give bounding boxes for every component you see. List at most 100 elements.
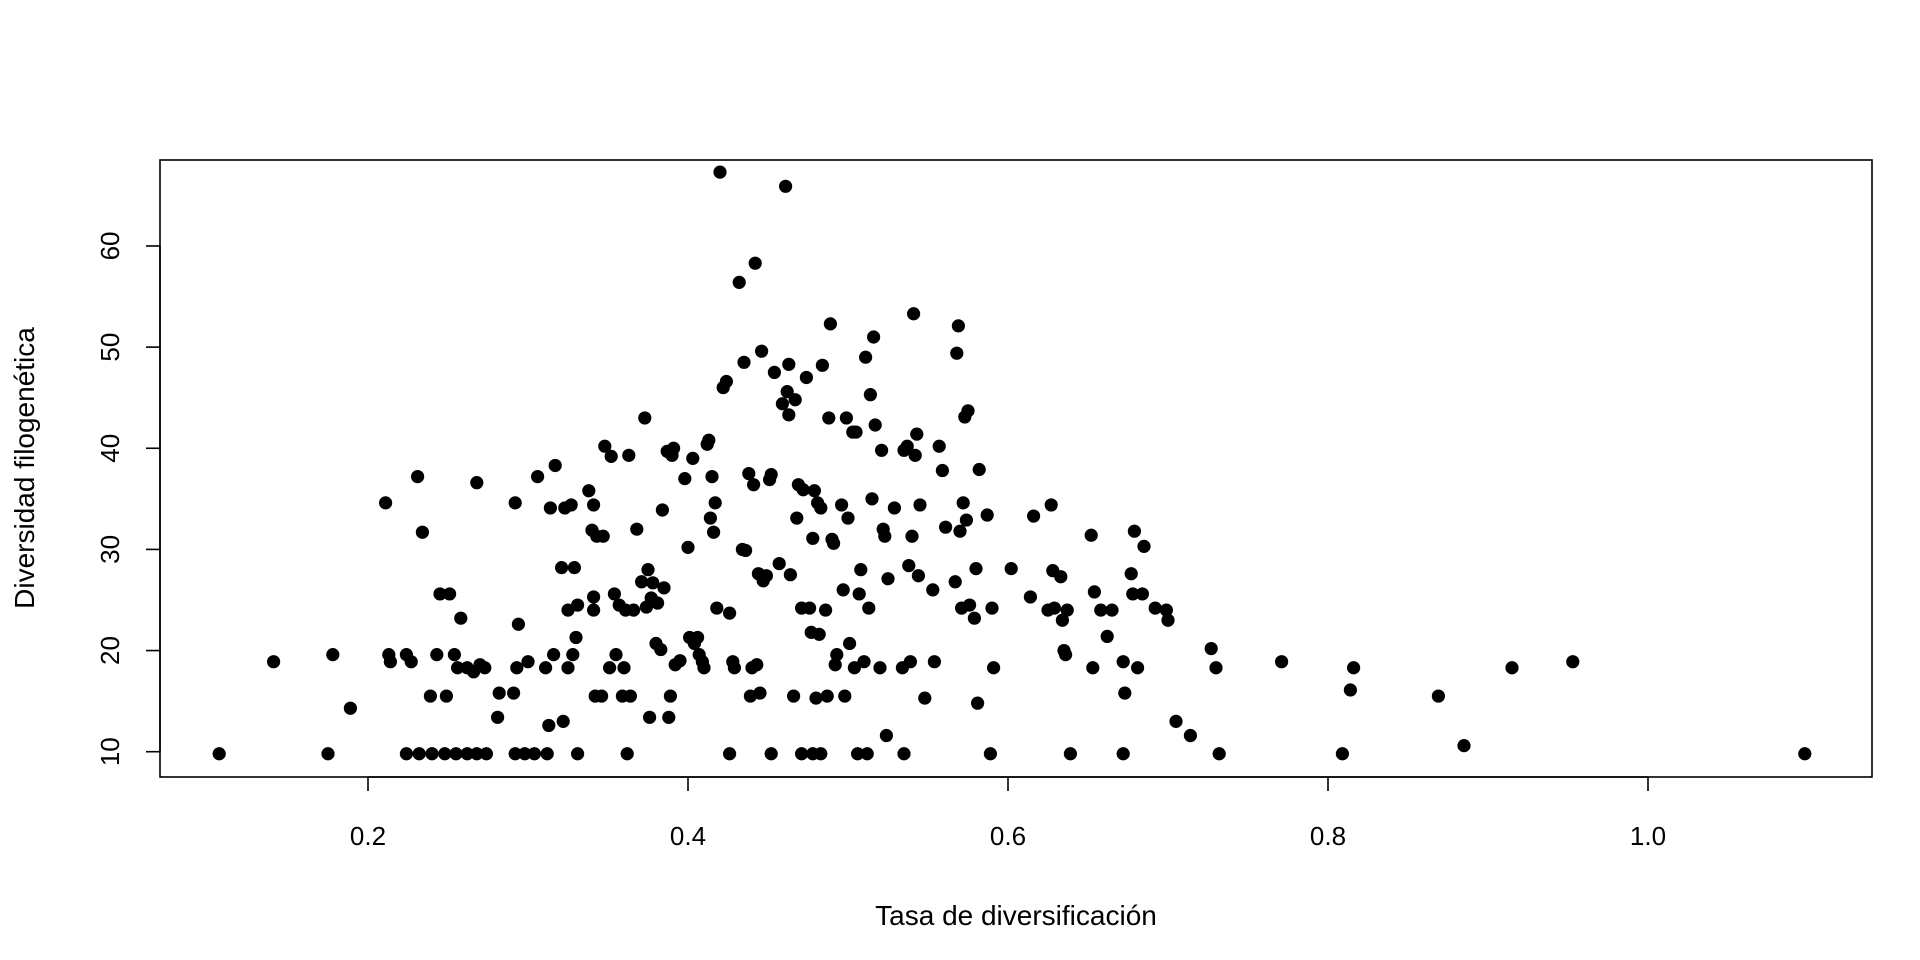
data-point	[404, 655, 418, 669]
data-point	[779, 179, 793, 193]
data-point	[879, 728, 894, 743]
data-point	[1087, 585, 1101, 599]
data-point	[556, 714, 570, 728]
data-point	[727, 661, 742, 675]
data-point	[691, 630, 705, 645]
data-point	[1116, 747, 1130, 761]
data-point	[959, 513, 974, 527]
data-point	[1055, 613, 1069, 627]
data-point	[655, 503, 670, 517]
data-point	[379, 496, 393, 510]
data-point	[609, 648, 623, 662]
x-tick-label: 0.2	[350, 821, 386, 851]
data-point	[759, 569, 774, 583]
data-point	[764, 467, 778, 482]
data-point	[1044, 498, 1058, 512]
data-point	[972, 462, 986, 477]
data-point	[971, 696, 985, 710]
data-point	[875, 443, 889, 457]
data-point	[1505, 661, 1519, 675]
data-point	[567, 561, 582, 575]
data-point	[843, 636, 857, 651]
data-point	[635, 575, 649, 589]
data-point	[1131, 661, 1145, 675]
data-point	[697, 661, 711, 675]
y-tick-label: 40	[95, 434, 125, 463]
data-point	[547, 648, 561, 662]
data-point	[753, 686, 767, 700]
data-point	[703, 511, 718, 525]
data-point	[932, 439, 946, 453]
y-tick-label: 30	[95, 535, 125, 564]
data-point	[641, 563, 655, 577]
data-point	[953, 524, 967, 538]
data-point	[747, 478, 761, 492]
data-point	[1027, 509, 1041, 523]
data-point	[447, 648, 461, 662]
data-point	[838, 689, 852, 703]
data-point	[867, 330, 881, 344]
data-point	[630, 522, 644, 536]
data-point	[787, 689, 801, 703]
data-point	[748, 256, 762, 270]
data-point	[433, 587, 447, 601]
data-point	[1148, 601, 1162, 615]
data-point	[903, 655, 918, 669]
data-point	[732, 275, 746, 289]
data-point	[1084, 528, 1098, 542]
data-point	[1105, 603, 1119, 617]
data-point	[980, 508, 994, 522]
data-point	[859, 350, 873, 364]
data-point	[598, 439, 612, 453]
data-point	[1127, 524, 1141, 538]
data-point	[479, 747, 493, 761]
data-point	[511, 617, 525, 631]
data-point	[506, 686, 521, 700]
data-point	[849, 425, 863, 439]
data-point	[1135, 587, 1149, 601]
data-point	[518, 747, 532, 761]
data-point	[836, 583, 850, 597]
y-tick-label: 10	[95, 737, 125, 766]
data-point	[857, 655, 871, 669]
data-point	[827, 536, 841, 550]
x-tick-label: 0.4	[670, 821, 706, 851]
data-point	[935, 463, 950, 478]
data-point	[460, 747, 474, 761]
data-point	[623, 689, 638, 703]
data-point	[587, 590, 601, 604]
data-point	[508, 747, 522, 761]
data-point	[814, 747, 828, 761]
y-tick-label: 50	[95, 333, 125, 362]
data-point	[905, 529, 919, 543]
data-point	[1204, 641, 1218, 656]
data-point	[663, 689, 678, 703]
data-point	[451, 661, 465, 675]
x-tick-label: 0.8	[1310, 821, 1346, 851]
data-point	[1124, 567, 1138, 581]
data-point	[571, 747, 585, 761]
data-point	[707, 525, 721, 539]
data-point	[1126, 587, 1140, 601]
data-point	[646, 576, 660, 590]
data-point	[449, 747, 463, 761]
data-point	[918, 691, 932, 705]
data-point	[961, 404, 975, 418]
data-point	[1116, 655, 1130, 669]
plot-frame	[159, 159, 1873, 778]
data-point	[1169, 714, 1183, 728]
data-point	[814, 501, 828, 515]
data-point	[438, 747, 452, 761]
data-point	[491, 710, 505, 724]
data-point	[796, 483, 810, 497]
data-point	[415, 525, 429, 539]
data-point	[638, 411, 652, 425]
data-point	[900, 439, 914, 453]
data-point	[951, 319, 966, 333]
data-point	[561, 661, 575, 675]
data-point	[799, 370, 814, 385]
data-point	[595, 689, 609, 703]
data-point	[582, 484, 596, 498]
data-point	[470, 747, 484, 761]
